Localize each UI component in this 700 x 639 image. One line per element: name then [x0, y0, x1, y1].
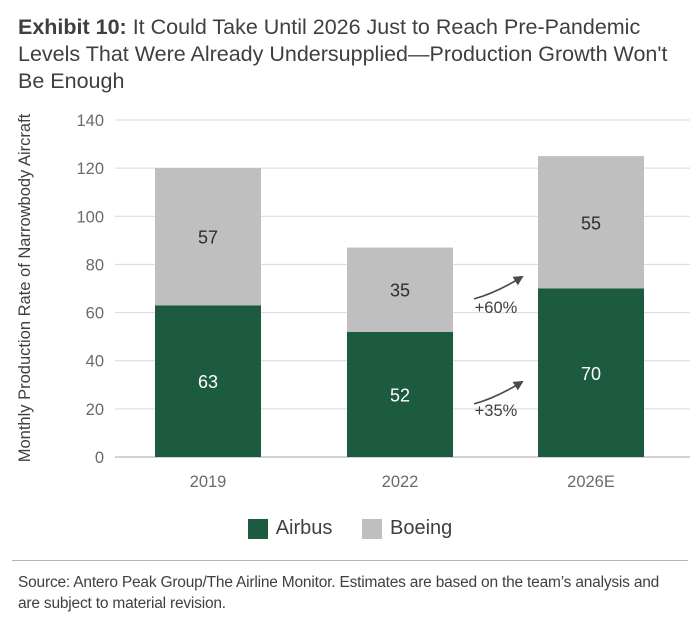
- data-label-boeing: 35: [390, 281, 410, 301]
- x-tick-label: 2022: [382, 473, 419, 491]
- chart-title: Exhibit 10: It Could Take Until 2026 Jus…: [18, 14, 678, 95]
- y-tick-label: 40: [86, 353, 104, 371]
- growth-annotation-boeing: +60%: [475, 299, 518, 317]
- bar-boeing-2022: [347, 247, 453, 332]
- data-label-boeing: 57: [198, 228, 218, 248]
- bar-airbus-2026e: [538, 288, 644, 457]
- y-tick-label: 80: [86, 256, 104, 274]
- y-tick-label: 20: [86, 401, 104, 419]
- y-axis-label: Monthly Production Rate of Narrowbody Ai…: [16, 113, 34, 462]
- y-tick-label: 120: [76, 160, 104, 178]
- bar-boeing-2019: [155, 168, 261, 306]
- airbus-swatch: [247, 518, 268, 539]
- footer-divider: [12, 560, 688, 561]
- boeing-swatch: [361, 518, 382, 539]
- bar-airbus-2019: [155, 305, 261, 457]
- bar-boeing-2026e: [538, 156, 644, 289]
- exhibit-label: Exhibit 10:: [18, 15, 127, 39]
- growth-annotation-airbus: +35%: [475, 402, 518, 420]
- legend-label-airbus: Airbus: [275, 517, 333, 539]
- legend-label-boeing: Boeing: [389, 517, 453, 539]
- stacked-bar-chart: 0 20 40 60 80 100 120 140 63 57 2019 52 35 2022 70 55 20…: [16, 112, 690, 491]
- y-tick-label: 140: [76, 112, 104, 130]
- data-label-airbus: 52: [390, 385, 410, 405]
- y-tick-label: 0: [95, 449, 104, 467]
- data-label-boeing: 55: [581, 213, 601, 233]
- legend-item-boeing: Boeing: [361, 517, 453, 540]
- legend: Airbus Boeing: [0, 517, 700, 545]
- title-text: It Could Take Until 2026 Just to Reach P…: [18, 15, 668, 93]
- x-tick-label: 2019: [190, 473, 227, 491]
- source-note: Source: Antero Peak Group/The Airline Mo…: [18, 574, 660, 612]
- data-label-airbus: 63: [198, 372, 218, 392]
- legend-item-airbus: Airbus: [247, 517, 333, 540]
- y-tick-label: 100: [76, 208, 104, 226]
- y-tick-label: 60: [86, 305, 104, 323]
- x-tick-label: 2026E: [567, 473, 615, 491]
- growth-arrow-airbus: [473, 380, 524, 405]
- data-label-airbus: 70: [581, 364, 601, 384]
- bar-airbus-2022: [347, 331, 453, 457]
- growth-arrow-boeing: [473, 275, 524, 300]
